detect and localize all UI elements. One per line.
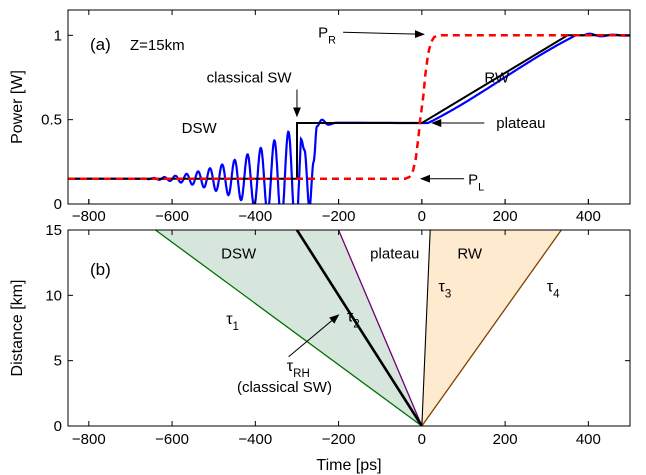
panel-b-y-tick-label: 10	[45, 287, 62, 304]
panel-b-x-axis-label: Time [ps]	[316, 457, 381, 474]
panel-a-frame	[67, 9, 631, 205]
series-dsw-simulation	[68, 32, 630, 204]
panel-a-y-tick-label: 0	[54, 196, 62, 213]
panel-b-y-tick-label: 5	[54, 353, 62, 370]
label-classical-sw: (classical SW)	[237, 379, 332, 396]
panel-a-x-tick-label: −800	[72, 208, 106, 225]
panel-a-x-tick-label: −200	[322, 208, 356, 225]
panel-b-x-tick-label: 400	[576, 431, 601, 448]
annotation-rw: RW	[484, 70, 510, 87]
panel-a-x-tick-label: 0	[418, 208, 426, 225]
panel-a-x-tick-label: −400	[238, 208, 272, 225]
line-tau-4	[421, 230, 562, 426]
label-tau-2: τ2	[347, 308, 360, 330]
line-tau-1	[155, 230, 423, 426]
panel-a-x-tick-label: 200	[493, 208, 518, 225]
arrow-tau-rh	[288, 314, 340, 358]
line-tau-3	[421, 230, 431, 426]
panel-a-label: (a)	[90, 35, 111, 54]
panel-b-y-tick-label: 15	[45, 222, 62, 239]
annotation-p-r: PR	[318, 24, 336, 46]
panel-b-label: (b)	[90, 260, 111, 279]
panel-a-y-tick-label: 1	[54, 27, 62, 44]
label-dsw: DSW	[221, 246, 257, 263]
label-tau-4: τ4	[547, 278, 560, 300]
series-input-step	[68, 34, 630, 180]
series-classical-sw	[68, 34, 630, 180]
label-rw: RW	[457, 246, 483, 263]
panel-b-x-tick-label: −400	[238, 431, 272, 448]
line-tau-rh	[295, 230, 423, 426]
label-plateau: plateau	[370, 246, 419, 263]
line-tau-2	[337, 230, 423, 426]
arrow-p-r	[343, 30, 425, 39]
panel-b-y-axis-label: Distance [km]	[9, 280, 26, 377]
annotation-dsw: DSW	[182, 120, 218, 137]
annotation-classical-sw: classical SW	[207, 70, 293, 87]
label-tau-3: τ3	[439, 278, 452, 300]
label-tau-rh: τRH	[287, 358, 310, 380]
panel-b-plot-area	[155, 230, 562, 426]
panel-a-x-tick-label: 400	[576, 208, 601, 225]
annotation-p-l: PL	[468, 172, 484, 194]
panel-a-ticks: 0 0.5 1 −800 −600 −400 −200 0 200 400	[41, 10, 630, 225]
panel-b-distance: −800 −600 −400 −200 0 200 400 0 5 10 15 DSW plateau…	[9, 222, 631, 474]
annotation-plateau: plateau	[496, 115, 545, 132]
panel-b-y-tick-label: 0	[54, 418, 62, 435]
panel-a-z-annotation: Z=15km	[130, 37, 185, 54]
panel-a-y-tick-label: 0.5	[41, 112, 62, 129]
panel-b-ticks: −800 −600 −400 −200 0 200 400 0 5 10 15	[45, 222, 630, 448]
panel-a-y-axis-label: Power [W]	[9, 70, 26, 144]
panel-b-x-tick-label: 0	[418, 431, 426, 448]
panel-a-annotations: PR RW classical SW DSW plateau PL	[182, 24, 546, 193]
panel-b-frame	[67, 229, 631, 427]
panel-a-x-tick-label: −600	[155, 208, 189, 225]
panel-b-x-tick-label: −600	[155, 431, 189, 448]
panel-a-plot-area	[68, 32, 630, 204]
panel-a-power: 0 0.5 1 −800 −600 −400 −200 0 200 400 PR RW classic…	[9, 9, 631, 225]
panel-b-x-tick-label: −800	[72, 431, 106, 448]
label-tau-1: τ1	[226, 311, 239, 333]
panel-b-x-tick-label: −200	[322, 431, 356, 448]
panel-b-x-tick-label: 200	[493, 431, 518, 448]
panel-b-annotations: DSW plateau RW τ1 τ2 τ3 τ4 τRH(classical SW)	[221, 246, 560, 396]
